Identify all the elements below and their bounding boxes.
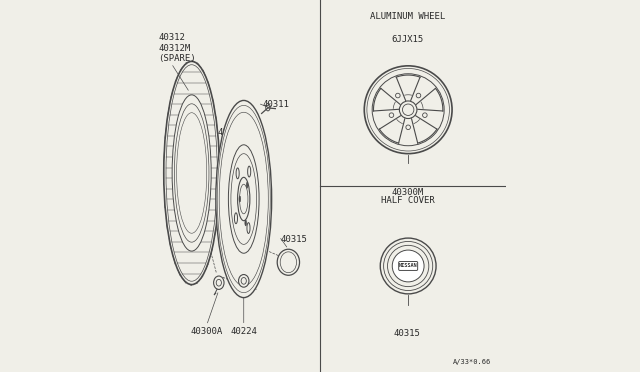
Text: 40315: 40315: [394, 329, 421, 338]
Text: 40300M: 40300M: [391, 188, 424, 197]
Ellipse shape: [277, 249, 300, 275]
Circle shape: [422, 113, 427, 118]
Text: 6JJX15: 6JJX15: [391, 35, 424, 44]
Text: 40312
40312M
(SPARE): 40312 40312M (SPARE): [158, 33, 196, 63]
Circle shape: [389, 113, 394, 118]
Ellipse shape: [234, 213, 237, 224]
Ellipse shape: [236, 168, 239, 179]
Ellipse shape: [245, 220, 246, 226]
Ellipse shape: [174, 104, 209, 242]
Text: 40300A: 40300A: [191, 327, 223, 336]
FancyBboxPatch shape: [399, 262, 418, 270]
Ellipse shape: [239, 196, 241, 202]
Circle shape: [406, 125, 410, 129]
Text: 40311: 40311: [262, 100, 289, 109]
Circle shape: [392, 250, 424, 282]
Ellipse shape: [247, 222, 250, 234]
Ellipse shape: [237, 177, 250, 221]
Circle shape: [396, 93, 400, 98]
Circle shape: [416, 93, 420, 98]
Ellipse shape: [246, 182, 248, 188]
Ellipse shape: [216, 100, 271, 298]
Text: 40300M: 40300M: [218, 128, 250, 137]
Text: HALF COVER: HALF COVER: [381, 196, 435, 205]
Text: A/33*0.66: A/33*0.66: [453, 359, 491, 365]
Text: 40315: 40315: [281, 235, 308, 244]
Text: 40224: 40224: [230, 327, 257, 336]
Ellipse shape: [164, 61, 220, 285]
Ellipse shape: [239, 275, 249, 287]
Text: NISSAN: NISSAN: [399, 263, 417, 269]
Ellipse shape: [248, 166, 251, 177]
Text: ALUMINUM WHEEL: ALUMINUM WHEEL: [370, 12, 445, 21]
Ellipse shape: [214, 276, 224, 289]
Ellipse shape: [172, 95, 211, 251]
